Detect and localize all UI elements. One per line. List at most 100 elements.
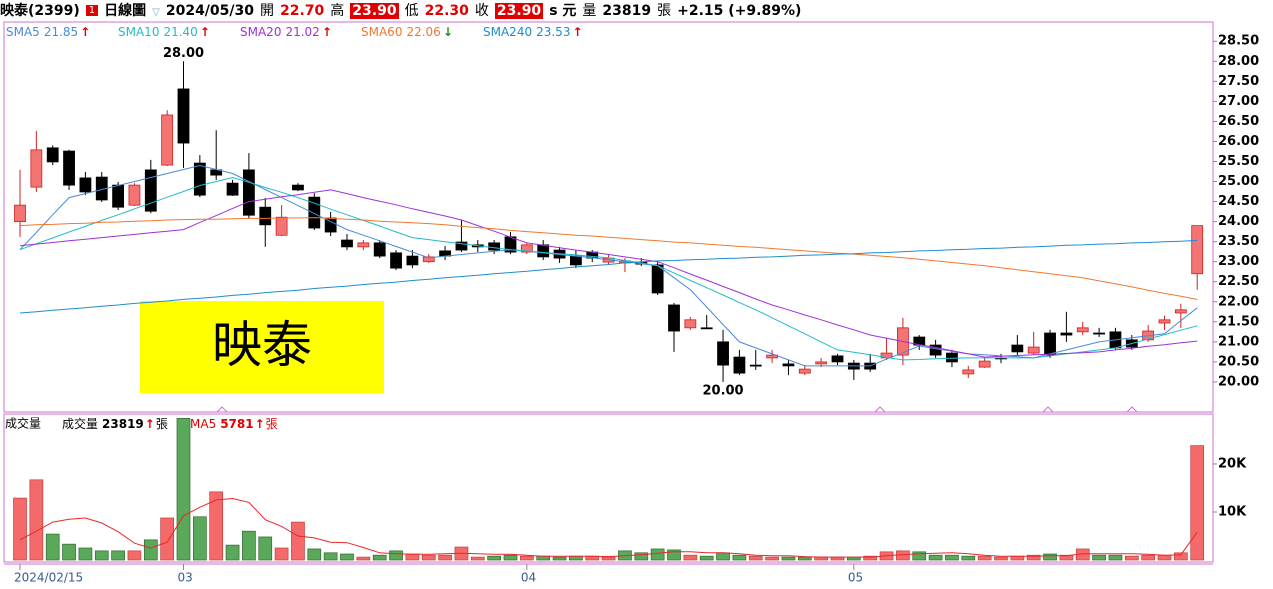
- legend-unit: 張: [156, 417, 168, 431]
- legend-value: 23.53: [536, 25, 570, 39]
- y-tick-label: 24.00: [1218, 214, 1259, 229]
- candle-body: [978, 360, 991, 368]
- volume-bar: [405, 553, 420, 561]
- legend-arrow: ↑: [145, 417, 155, 431]
- volume-bar: [765, 556, 779, 561]
- candle-body: [831, 355, 844, 363]
- volume-bar: [667, 549, 681, 561]
- candle-body: [275, 216, 288, 236]
- volume-bar: [193, 516, 207, 561]
- candle-body: [112, 184, 124, 208]
- candle-body: [14, 204, 26, 223]
- extreme-label: 28.00: [163, 46, 204, 61]
- volume: 23819: [602, 2, 652, 19]
- candle-body: [651, 264, 664, 294]
- ma-legend: SMA10 21.40 ↑: [118, 25, 210, 39]
- legend-arrow: ↑: [322, 25, 332, 39]
- candle-body: [962, 369, 975, 375]
- candle-body: [1093, 332, 1105, 335]
- candle-body: [1174, 309, 1187, 314]
- volume-bar: [340, 553, 354, 561]
- quote-header: 映泰(2399) 1 日線圖 ▽ 2024/05/30 開 22.70 高 23.90 低 22.3…: [0, 0, 1273, 21]
- candle-body: [308, 196, 321, 229]
- candle-body: [46, 147, 59, 163]
- legend-arrow: ↑: [200, 25, 210, 39]
- volume-bar: [160, 517, 174, 561]
- volume-bar: [78, 547, 93, 561]
- volume-bar: [62, 543, 76, 561]
- volume-bar: [683, 554, 698, 561]
- volume-bar: [536, 555, 551, 561]
- volume-bar: [1108, 554, 1123, 561]
- volume-bar: [1157, 554, 1172, 561]
- candle-body: [1060, 332, 1073, 336]
- y-tick-label: 21.00: [1218, 334, 1259, 349]
- y-tick-label: 28.50: [1218, 34, 1259, 49]
- event-marker[interactable]: [216, 406, 1138, 413]
- candle-body: [292, 184, 304, 191]
- volume-bar: [1026, 554, 1041, 561]
- volume-bar: [945, 554, 959, 561]
- legend-value: 21.40: [163, 25, 197, 39]
- candle-body: [520, 244, 533, 253]
- open: 22.70: [280, 2, 325, 19]
- volume-bar: [1092, 554, 1106, 561]
- ma-line: [19, 176, 1198, 361]
- volume-bar: [994, 556, 1008, 561]
- y-tick-label: 10K: [1218, 504, 1247, 519]
- volume-bar: [143, 539, 158, 561]
- y-tick-label: 28.00: [1218, 54, 1259, 69]
- candle-body: [390, 252, 402, 269]
- volume-bar: [797, 556, 812, 561]
- volume-bar: [977, 555, 992, 561]
- volume-bar: [438, 554, 452, 561]
- legend-name: SMA20: [240, 25, 281, 39]
- badge[interactable]: 1: [85, 5, 99, 16]
- y-tick-label: 21.50: [1218, 314, 1259, 329]
- legend-arrow: ↓: [443, 25, 453, 39]
- volume-bar: [601, 556, 616, 561]
- volume-bar: [307, 548, 322, 561]
- candle-body: [570, 255, 582, 266]
- candle-body: [259, 206, 272, 226]
- volume-title: 成交量: [5, 416, 41, 431]
- dropdown-icon[interactable]: ▽: [152, 6, 160, 18]
- volume-bar: [1173, 552, 1188, 561]
- candle-body: [242, 169, 255, 216]
- y-tick-label: 20.50: [1218, 354, 1259, 369]
- legend-name: SMA5: [6, 25, 40, 39]
- candle-body: [700, 327, 713, 330]
- volume-bar: [716, 552, 730, 561]
- ma-legend: SMA60 22.06 ↓: [361, 25, 453, 39]
- y-tick-label: 26.50: [1218, 114, 1259, 129]
- candle-body: [1158, 319, 1171, 324]
- volume-bar: [372, 554, 387, 561]
- ma-line: [19, 217, 1198, 300]
- candle-body: [1044, 332, 1056, 356]
- legend-value: 21.02: [285, 25, 319, 39]
- legend-value: 5781: [220, 417, 253, 431]
- volume-bar: [699, 555, 714, 561]
- candle-body: [798, 368, 811, 374]
- legend-arrow: ↑: [80, 25, 90, 39]
- low: 22.30: [424, 2, 469, 19]
- candle-body: [357, 242, 370, 248]
- volume-bar: [389, 550, 403, 561]
- candle-body: [144, 169, 157, 212]
- volume-bar: [634, 552, 649, 561]
- ma-legend: SMA5 21.85 ↑: [6, 25, 90, 39]
- volume-bar: [487, 555, 501, 561]
- volume-bar: [225, 544, 240, 561]
- y-tick-label: 23.50: [1218, 234, 1259, 249]
- volume-label: 量: [582, 2, 597, 19]
- volume-bar: [45, 533, 60, 561]
- low-label: 低: [404, 2, 419, 19]
- candle-body: [717, 341, 729, 366]
- chart-label[interactable]: 日線圖: [104, 2, 147, 19]
- volume-bar: [209, 491, 224, 561]
- volume-bar: [748, 555, 763, 561]
- watermark-box: [140, 301, 384, 393]
- volume-bar: [519, 555, 534, 561]
- candle-body: [537, 244, 550, 258]
